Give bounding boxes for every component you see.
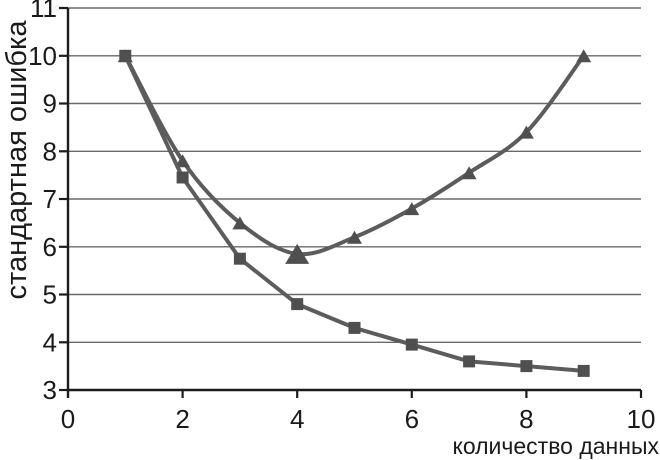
data-point-marker-square [405,338,418,351]
y-tick-label: 8 [43,136,57,166]
data-point-marker-square [291,298,304,311]
axes [59,6,643,398]
y-tick-label: 4 [43,327,57,357]
data-point-marker-triangle [347,230,362,244]
x-tick-label: 0 [61,404,75,434]
data-point-marker-triangle [404,202,420,216]
series-triangle-series [117,49,592,264]
x-tick-label: 4 [290,404,304,434]
data-point-marker-square [577,364,590,377]
x-tick-label: 10 [627,404,656,434]
y-tick-label: 5 [43,280,57,310]
y-tick-label: 11 [30,0,57,23]
data-point-marker-square [233,252,246,265]
data-point-marker-triangle [232,216,248,230]
gridlines [68,7,641,343]
data-point-marker-square [348,321,361,334]
data-point-marker-triangle [461,166,477,180]
y-tick-label: 7 [43,184,57,214]
y-tick-label: 6 [43,232,57,262]
x-tick-label: 8 [519,404,533,434]
y-tick-label: 10 [28,41,57,71]
y-tick-label: 9 [43,89,57,119]
x-tick-label: 6 [405,404,419,434]
data-series [117,49,592,377]
series-square-series [119,49,590,377]
x-tick-label: 2 [175,404,189,434]
triangle-series-line [123,53,586,257]
data-point-marker-triangle [576,49,592,63]
data-point-marker-square [176,171,189,184]
data-point-marker-square [463,355,476,368]
tick-labels: 3 4 5 6 7 8 9 10 11 0 2 4 6 8 10 [28,0,655,434]
y-axis-title: стандартная ошибка [1,20,33,300]
data-point-marker-triangle [175,154,191,168]
y-tick-label: 3 [43,375,57,405]
data-point-marker-square [119,49,132,62]
data-point-marker-triangle [285,243,310,264]
x-axis-title: количество данных [453,433,660,459]
data-point-marker-square [520,360,533,373]
data-point-marker-triangle [518,125,534,139]
